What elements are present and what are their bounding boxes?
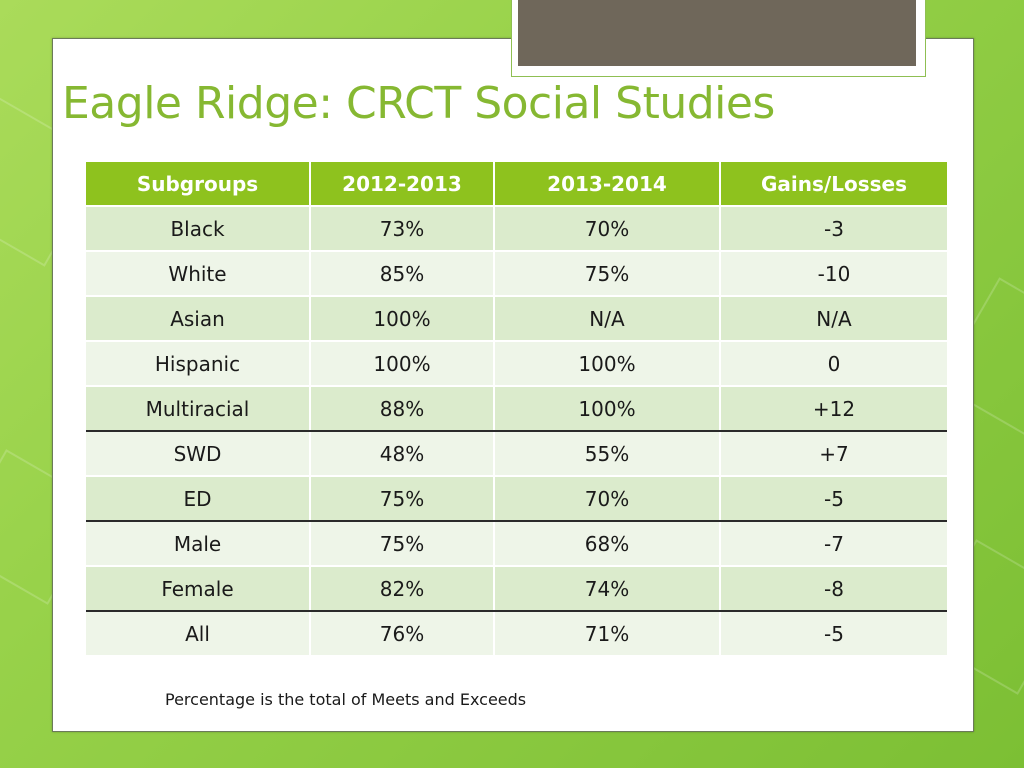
table-row: Hispanic 100% 100% 0 [86, 341, 947, 387]
year-2013-cell: N/A [494, 296, 721, 342]
year-2013-cell: 70% [494, 476, 721, 522]
gains-losses-cell: N/A [720, 296, 947, 342]
slide-title: Eagle Ridge: CRCT Social Studies [62, 78, 775, 129]
gains-losses-cell: -5 [720, 611, 947, 657]
year-2012-cell: 100% [310, 341, 495, 387]
table-row: White 85% 75% -10 [86, 251, 947, 297]
subgroup-cell: Multiracial [86, 386, 311, 432]
column-header-subgroups: Subgroups [86, 162, 311, 207]
year-2012-cell: 100% [310, 296, 495, 342]
gains-losses-cell: -10 [720, 251, 947, 297]
subgroup-cell: Black [86, 206, 311, 252]
year-2013-cell: 71% [494, 611, 721, 657]
subgroup-cell: Asian [86, 296, 311, 342]
year-2013-cell: 55% [494, 431, 721, 477]
table-row: Male 75% 68% -7 [86, 521, 947, 567]
gains-losses-cell: -8 [720, 566, 947, 612]
year-2012-cell: 48% [310, 431, 495, 477]
table-footnote: Percentage is the total of Meets and Exc… [165, 690, 527, 709]
year-2013-cell: 75% [494, 251, 721, 297]
table-row: Black 73% 70% -3 [86, 206, 947, 252]
column-header-2013-2014: 2013-2014 [494, 162, 721, 207]
year-2012-cell: 75% [310, 521, 495, 567]
year-2012-cell: 76% [310, 611, 495, 657]
year-2012-cell: 82% [310, 566, 495, 612]
year-2013-cell: 70% [494, 206, 721, 252]
gains-losses-cell: 0 [720, 341, 947, 387]
year-2013-cell: 100% [494, 386, 721, 432]
subgroup-cell: Hispanic [86, 341, 311, 387]
subgroup-cell: Male [86, 521, 311, 567]
subgroup-cell: White [86, 251, 311, 297]
gains-losses-cell: -3 [720, 206, 947, 252]
table-header-row: Subgroups 2012-2013 2013-2014 Gains/Loss… [86, 162, 947, 207]
year-2012-cell: 73% [310, 206, 495, 252]
gains-losses-cell: -5 [720, 476, 947, 522]
year-2013-cell: 74% [494, 566, 721, 612]
table-row: Female 82% 74% -8 [86, 566, 947, 612]
subgroup-cell: All [86, 611, 311, 657]
column-header-gains-losses: Gains/Losses [720, 162, 947, 207]
column-header-2012-2013: 2012-2013 [310, 162, 495, 207]
table-row: Multiracial 88% 100% +12 [86, 386, 947, 432]
table-row: All 76% 71% -5 [86, 611, 947, 657]
gains-losses-cell: +7 [720, 431, 947, 477]
year-2012-cell: 88% [310, 386, 495, 432]
table-row: SWD 48% 55% +7 [86, 431, 947, 477]
year-2012-cell: 85% [310, 251, 495, 297]
year-2013-cell: 68% [494, 521, 721, 567]
table-row: Asian 100% N/A N/A [86, 296, 947, 342]
results-table: Subgroups 2012-2013 2013-2014 Gains/Loss… [86, 162, 947, 657]
year-2012-cell: 75% [310, 476, 495, 522]
decorative-tab-block [518, 0, 916, 66]
subgroup-cell: SWD [86, 431, 311, 477]
subgroup-cell: Female [86, 566, 311, 612]
gains-losses-cell: +12 [720, 386, 947, 432]
gains-losses-cell: -7 [720, 521, 947, 567]
year-2013-cell: 100% [494, 341, 721, 387]
subgroup-cell: ED [86, 476, 311, 522]
table-row: ED 75% 70% -5 [86, 476, 947, 522]
